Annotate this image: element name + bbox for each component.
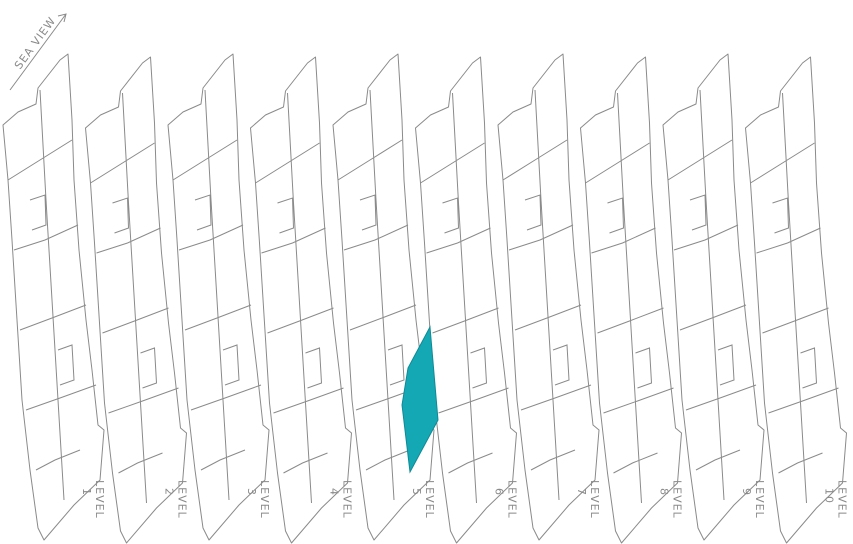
selected-unit[interactable] [401, 325, 439, 474]
level-title: LEVEL [93, 480, 106, 519]
level-number: 4 [328, 488, 341, 496]
level-number: 2 [163, 488, 176, 496]
level-title: LEVEL [176, 480, 189, 519]
level-title: LEVEL [341, 480, 354, 519]
level-title: LEVEL [836, 480, 849, 519]
arrow-head [57, 13, 67, 23]
level-number: 9 [740, 488, 753, 496]
level-number: 5 [410, 488, 423, 496]
level-title: LEVEL [753, 480, 766, 519]
sea-view-arrow [9, 13, 67, 91]
level-number: 3 [245, 488, 258, 496]
level-number: 1 [80, 488, 93, 496]
level-title: LEVEL [258, 480, 271, 519]
level-number: 7 [575, 488, 588, 496]
level-number: 6 [493, 488, 506, 496]
plans [2, 53, 847, 544]
level-number: 10 [823, 488, 836, 504]
level-title: LEVEL [671, 480, 684, 519]
level-title: LEVEL [588, 480, 601, 519]
sea-view-label: SEA VIEW [12, 14, 59, 71]
level-title: LEVEL [423, 480, 436, 519]
level-number: 8 [658, 488, 671, 496]
level-title: LEVEL [506, 480, 519, 519]
